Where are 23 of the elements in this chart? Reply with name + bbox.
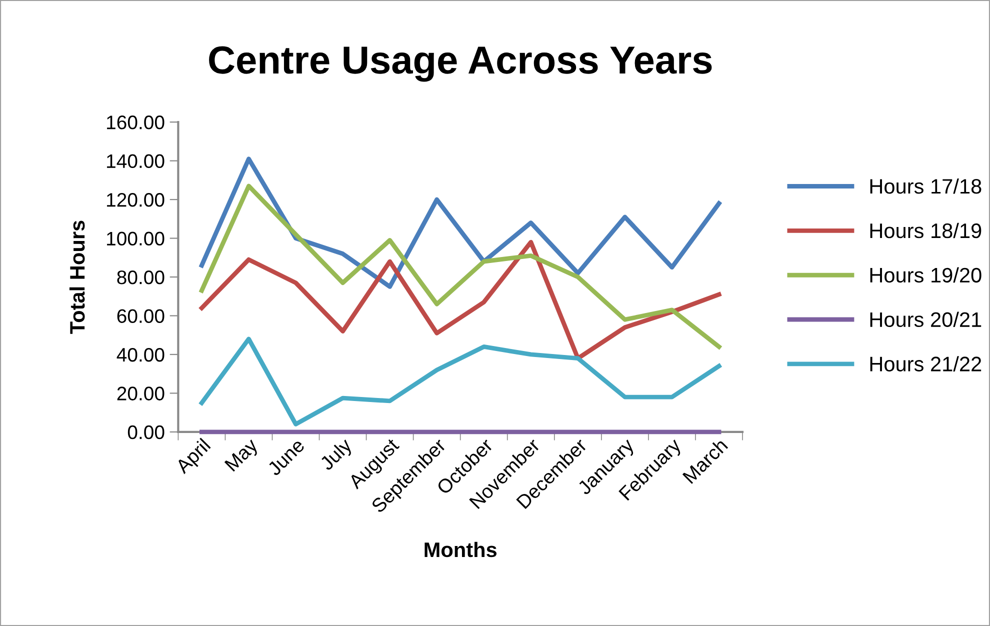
y-axis-title: Total Hours — [69, 220, 85, 334]
line-series — [199, 184, 722, 349]
line-series — [199, 336, 722, 426]
line-series — [199, 240, 722, 361]
legend-label: Hours 18/19 — [870, 222, 982, 238]
legend-label: Hours 21/22 — [870, 356, 982, 372]
y-tick-label: 100.00 — [107, 232, 164, 246]
line-series — [199, 156, 722, 289]
x-tick-label: July — [318, 436, 356, 474]
y-tick-label: 140.00 — [107, 154, 164, 168]
y-tick-label: 0.00 — [128, 425, 164, 440]
chart-title: Centre Usage Across Years — [209, 46, 712, 82]
y-tick-label: 80.00 — [117, 270, 164, 284]
x-tick-label: May — [224, 437, 262, 474]
y-tick-label: 120.00 — [107, 193, 164, 207]
legend-label: Hours 17/18 — [870, 178, 982, 194]
x-axis-title: Months — [424, 542, 497, 558]
legend-label: Hours 20/21 — [870, 312, 982, 328]
y-tick-label: 160.00 — [107, 116, 164, 130]
y-tick-label: 20.00 — [117, 386, 164, 400]
legend-label: Hours 19/20 — [870, 267, 982, 283]
y-tick-label: 60.00 — [117, 309, 164, 323]
y-tick-label: 40.00 — [116, 348, 164, 362]
